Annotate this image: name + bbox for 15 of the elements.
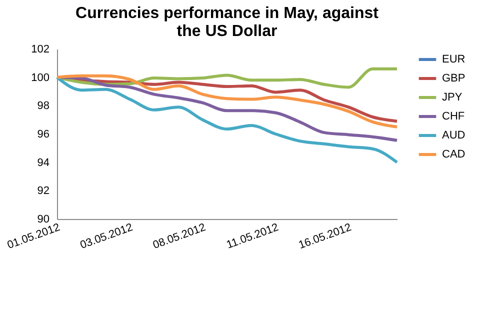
- legend-label: CAD: [442, 148, 466, 160]
- legend-label: GBP: [442, 72, 466, 84]
- legend-label: EUR: [442, 54, 466, 66]
- legend-label: CHF: [442, 110, 465, 122]
- line-series: [56, 76, 398, 164]
- legend-label: AUD: [442, 130, 466, 142]
- y-tick-label: 102: [31, 44, 50, 56]
- y-tick-label: 92: [37, 185, 50, 198]
- chart-title: Currencies performance in May, against the US Dollar: [76, 5, 380, 40]
- y-tick-label: 90: [37, 214, 50, 226]
- y-tick-label: 96: [37, 128, 50, 140]
- y-tick-label: 100: [31, 72, 50, 84]
- y-tick-label: 94: [37, 156, 50, 169]
- legend-label: JPY: [442, 92, 463, 104]
- y-tick-label: 98: [37, 100, 50, 112]
